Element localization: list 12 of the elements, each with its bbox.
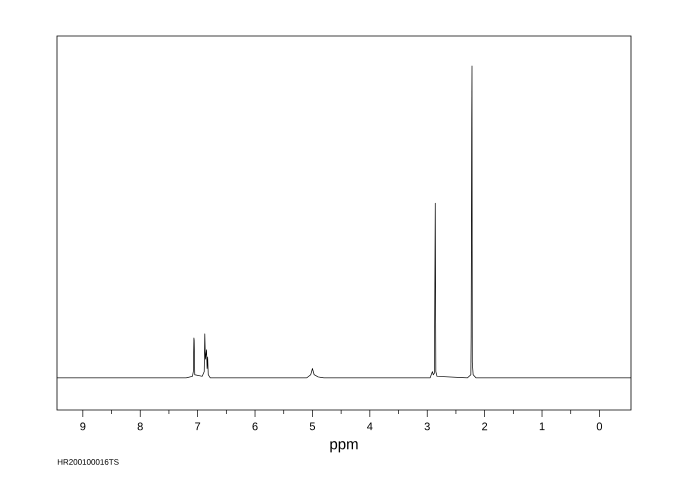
x-tick-label: 5 bbox=[310, 422, 316, 430]
x-tick-label: 3 bbox=[424, 422, 430, 430]
x-tick-label: 7 bbox=[195, 422, 200, 430]
x-tick-label: 9 bbox=[80, 422, 86, 430]
x-tick-label: 2 bbox=[482, 422, 488, 430]
x-tick-label: 1 bbox=[540, 422, 545, 430]
x-tick-label: 4 bbox=[367, 422, 373, 430]
x-tick-label: 0 bbox=[596, 422, 602, 430]
x-tick-label: 6 bbox=[252, 422, 258, 430]
text: HR200100016TS bbox=[58, 459, 119, 465]
x-tick-label: 8 bbox=[138, 422, 143, 430]
x-axis-title: ppm bbox=[330, 441, 358, 452]
